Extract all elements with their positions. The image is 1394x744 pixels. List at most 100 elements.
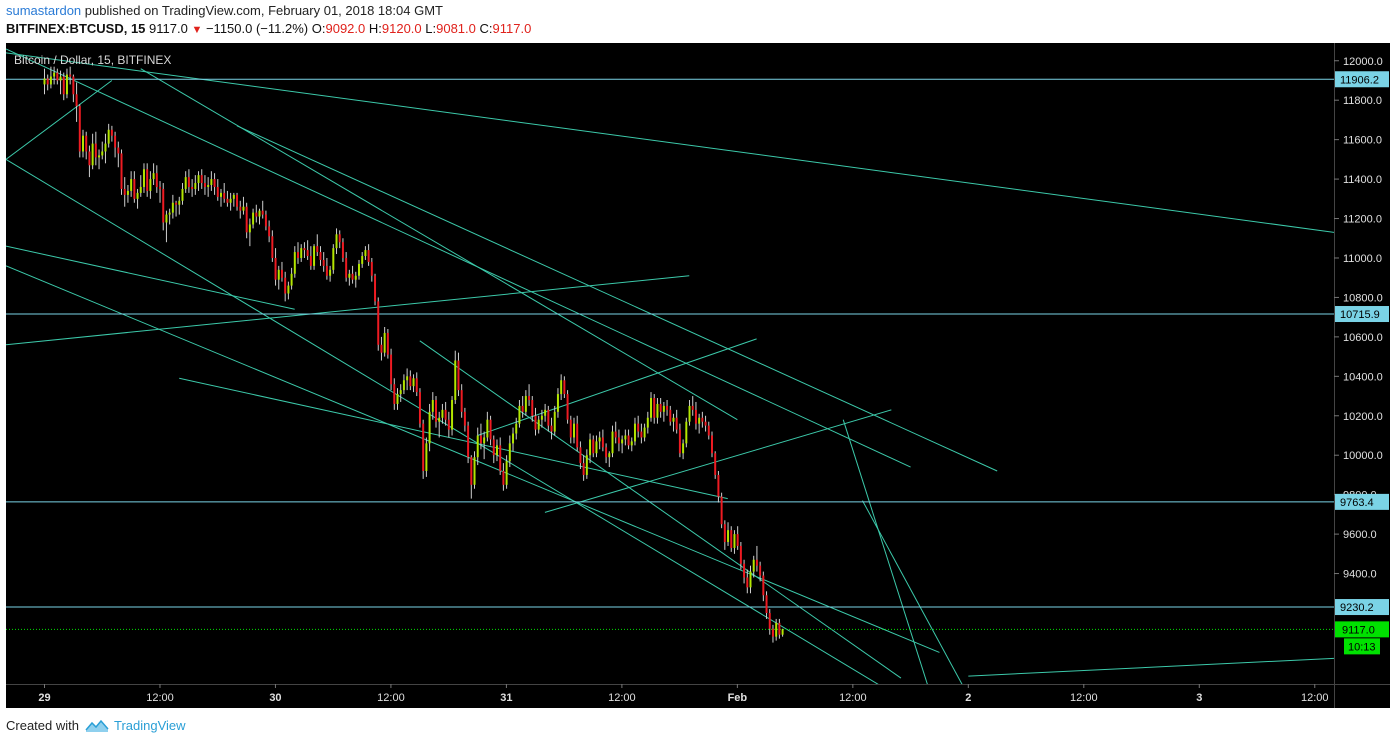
candle-body (313, 246, 316, 266)
price-level-tag (1335, 71, 1389, 88)
candle-body (524, 396, 527, 412)
candle (694, 401, 697, 430)
candle (743, 559, 746, 584)
symbol-info: BITFINEX:BTCUSD, 15 9117.0 ▼ −1150.0 (−1… (6, 21, 531, 36)
candle (399, 384, 402, 402)
candle-body (370, 261, 373, 276)
x-tick-label: 12:00 (839, 692, 867, 704)
trendline (968, 657, 1334, 677)
candle (98, 149, 101, 170)
candle (303, 242, 306, 258)
candle (181, 183, 184, 205)
x-tick-label: 12:00 (608, 692, 636, 704)
candle-body (306, 250, 309, 257)
candle (637, 415, 640, 438)
candle-body (69, 74, 72, 77)
candle (239, 200, 242, 219)
candle-body (460, 390, 463, 412)
candle-body (322, 259, 325, 266)
candle (502, 463, 505, 491)
candle (672, 413, 675, 432)
candle-body (431, 399, 434, 412)
candle (422, 419, 425, 479)
trendline (6, 158, 879, 684)
candle-body (377, 301, 380, 345)
candle-body (319, 252, 322, 260)
candle-body (274, 257, 277, 280)
trendline (477, 338, 757, 436)
candle-body (566, 394, 569, 420)
candle-body (280, 269, 283, 278)
candle (264, 210, 267, 231)
publisher-link[interactable]: sumastardon (6, 3, 82, 18)
candle-body (666, 405, 669, 410)
candle-body (656, 403, 659, 418)
candle-body (293, 252, 296, 274)
candle-body (576, 423, 579, 448)
candle-body (390, 354, 393, 385)
candle-body (162, 188, 165, 223)
candle (354, 271, 357, 288)
candle-body (223, 192, 226, 199)
candle-body (486, 419, 489, 438)
candle-body (682, 443, 685, 454)
candle (252, 208, 255, 229)
candle (329, 265, 332, 282)
candle (633, 417, 636, 446)
y-tick-label: 10200.0 (1343, 411, 1383, 423)
candle-body (248, 224, 251, 233)
candle-body (341, 242, 344, 258)
candle-body (126, 190, 129, 195)
candle (579, 441, 582, 470)
x-tick-label: 12:00 (1070, 692, 1098, 704)
candle-body (528, 396, 531, 400)
candle-body (415, 378, 418, 393)
candle-body (435, 399, 438, 422)
candle (723, 520, 726, 550)
candle (107, 123, 110, 148)
trendline (6, 80, 113, 160)
candle-body (98, 155, 101, 158)
candle-body (752, 559, 755, 572)
candle (207, 177, 210, 197)
candle-body (178, 200, 181, 205)
candle (114, 131, 117, 158)
candle-body (637, 423, 640, 432)
candle-body (736, 534, 739, 546)
candle (614, 421, 617, 444)
candle-body (778, 622, 781, 635)
candle-body (82, 135, 84, 152)
candle (524, 390, 527, 416)
candle (621, 435, 624, 454)
candle (627, 429, 630, 450)
price-level-tag-label: 9230.2 (1340, 602, 1374, 614)
candle (316, 234, 319, 257)
candle-body (271, 236, 274, 258)
candle-body (704, 421, 707, 426)
candle (492, 435, 495, 464)
candle (290, 267, 293, 290)
candle (69, 66, 72, 85)
candle-body (56, 72, 59, 81)
publish-info: sumastardon published on TradingView.com… (6, 3, 443, 18)
candle-body (476, 435, 479, 458)
trendline (6, 265, 940, 653)
candle-body (547, 409, 550, 426)
candle-body (425, 443, 428, 471)
candle (338, 230, 341, 249)
candle-body (544, 409, 547, 416)
chart-area[interactable]: Bitcoin / Dollar, 15, BITFINEX 12000.0 118… (6, 43, 1390, 708)
close-value: 9117.0 (492, 21, 532, 36)
candle-body (598, 437, 601, 442)
candlestick-chart[interactable]: Bitcoin / Dollar, 15, BITFINEX 12000.0 118… (6, 43, 1390, 708)
candle-body (72, 76, 75, 95)
candle-body (515, 423, 518, 434)
candle-body (213, 179, 216, 187)
candle-body (678, 429, 681, 454)
tradingview-link[interactable]: TradingView (85, 718, 186, 733)
candle-body (85, 135, 88, 152)
y-tick-label: 11200.0 (1343, 214, 1382, 226)
candle-body (505, 461, 508, 485)
candle-body (264, 214, 267, 227)
candle-body (88, 151, 91, 166)
